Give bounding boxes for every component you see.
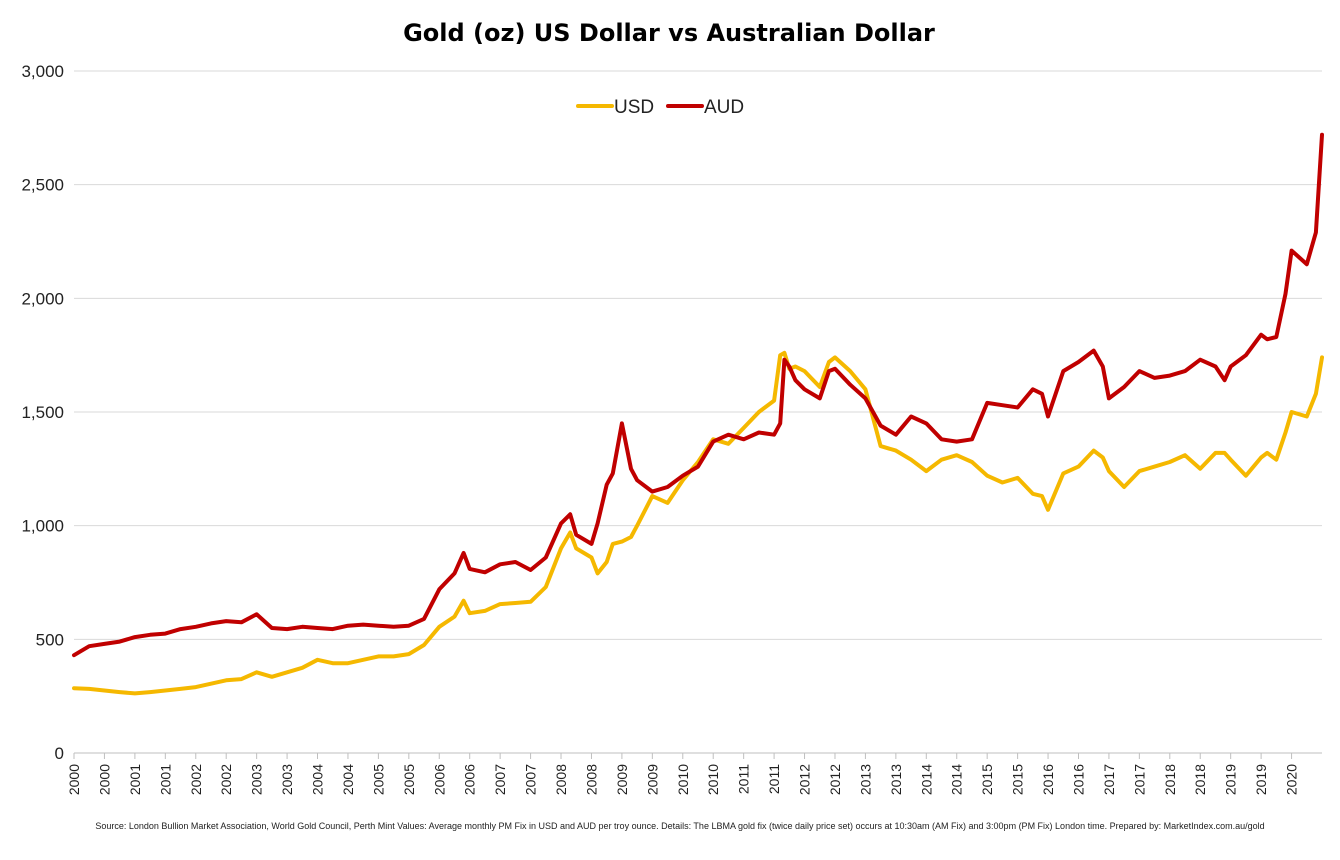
- x-tick-label: 2012: [797, 764, 813, 795]
- x-tick-label: 2014: [918, 764, 934, 795]
- x-tick-label: 2015: [979, 764, 995, 795]
- y-tick-label: 2,500: [21, 176, 64, 195]
- x-tick-label: 2012: [827, 764, 843, 795]
- x-tick-label: 2003: [279, 764, 295, 795]
- y-tick-label: 3,000: [21, 62, 64, 81]
- y-tick-label: 500: [36, 630, 64, 649]
- x-tick-label: 2011: [736, 764, 752, 794]
- x-tick-label: 2004: [340, 764, 356, 795]
- x-tick-label: 2002: [188, 764, 204, 795]
- x-tick-label: 2005: [370, 764, 386, 795]
- x-tick-label: 2018: [1192, 764, 1208, 795]
- gridlines: [74, 70, 1322, 754]
- y-tick-label: 1,000: [21, 517, 64, 536]
- x-tick-label: 2013: [888, 764, 904, 795]
- x-tick-label: 2007: [492, 764, 508, 795]
- x-tick-label: 2000: [96, 764, 112, 795]
- x-tick-label: 2014: [949, 764, 965, 795]
- legend-label-usd: USD: [614, 97, 654, 118]
- y-tick-label: 0: [55, 744, 64, 763]
- x-tick-label: 2016: [1070, 764, 1086, 795]
- y-axis-ticks: 0 500 1,000 1,500 2,000 2,500 3,000: [21, 62, 64, 763]
- x-tick-label: 2018: [1162, 764, 1178, 795]
- x-tick-label: 2008: [553, 764, 569, 795]
- x-tick-label: 2010: [705, 764, 721, 795]
- x-tick-label: 2001: [157, 764, 173, 795]
- x-tick-label: 2001: [127, 764, 143, 795]
- y-tick-label: 2,000: [21, 289, 64, 308]
- x-tick-label: 2011: [766, 764, 782, 794]
- x-tick-label: 2015: [1010, 764, 1026, 795]
- series-line-aud: [72, 132, 1324, 658]
- x-tick-label: 2005: [401, 764, 417, 795]
- x-tick-label: 2009: [644, 764, 660, 795]
- chart-title: Gold (oz) US Dollar vs Australian Dollar: [403, 19, 935, 47]
- x-tick-label: 2002: [218, 764, 234, 795]
- legend-label-aud: AUD: [704, 97, 744, 118]
- x-tick-label: 2016: [1040, 764, 1056, 795]
- x-tick-label: 2006: [431, 764, 447, 795]
- x-tick-label: 2009: [614, 764, 630, 795]
- x-tick-label: 2004: [310, 764, 326, 795]
- x-tick-label: 2003: [249, 764, 265, 795]
- x-tick-label: 2019: [1223, 764, 1239, 795]
- series-line-usd: [72, 350, 1324, 696]
- legend: USD AUD: [576, 97, 744, 118]
- x-axis-ticks: 2000 2000 2001 2001 2002 2002 2003 2003 2004 2004…: [66, 753, 1300, 795]
- x-tick-label: 2008: [583, 764, 599, 795]
- x-tick-label: 2010: [675, 764, 691, 795]
- source-note: Source: London Bullion Market Associatio…: [95, 821, 1264, 831]
- x-tick-label: 2017: [1131, 764, 1147, 795]
- x-tick-label: 2019: [1253, 764, 1269, 795]
- x-tick-label: 2020: [1284, 764, 1300, 795]
- x-tick-label: 2000: [66, 764, 82, 795]
- x-tick-label: 2013: [857, 764, 873, 795]
- series-lines: [72, 132, 1324, 696]
- x-tick-label: 2006: [462, 764, 478, 795]
- x-tick-label: 2017: [1101, 764, 1117, 795]
- y-tick-label: 1,500: [21, 403, 64, 422]
- x-tick-label: 2007: [523, 764, 539, 795]
